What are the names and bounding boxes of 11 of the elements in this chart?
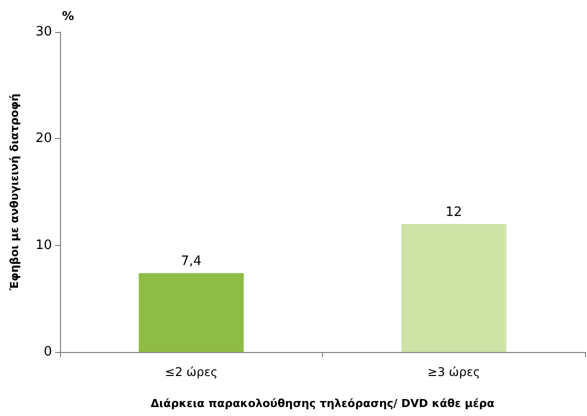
x-tick-label: ≥3 ώρες bbox=[427, 365, 480, 379]
y-tick-label: 20 bbox=[35, 131, 52, 146]
data-label: 12 bbox=[445, 205, 462, 220]
text: % bbox=[62, 9, 74, 23]
y-tick-label: 0 bbox=[44, 344, 52, 360]
y-tick-label: 30 bbox=[35, 24, 52, 40]
data-label: 7,4 bbox=[180, 254, 202, 270]
y-axis-title: Έφηβοι με ανθυγιεινή διατροφή bbox=[8, 94, 21, 292]
x-tick-label: ≤2 ώρες bbox=[164, 365, 218, 379]
x-axis-title: Διάρκεια παρακολούθησης τηλεόρασης/ DVD κάθε μέρα bbox=[150, 397, 495, 410]
y-tick-label: 10 bbox=[35, 238, 52, 253]
